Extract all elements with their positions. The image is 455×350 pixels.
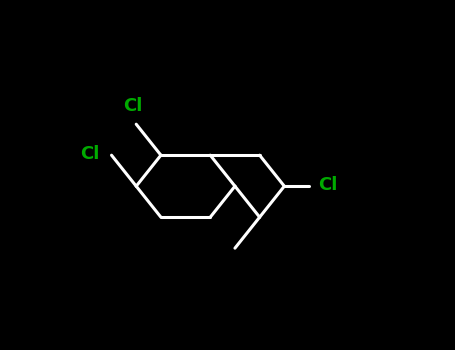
Text: Cl: Cl	[123, 97, 142, 115]
Text: Cl: Cl	[80, 145, 99, 163]
Text: Cl: Cl	[318, 176, 337, 194]
